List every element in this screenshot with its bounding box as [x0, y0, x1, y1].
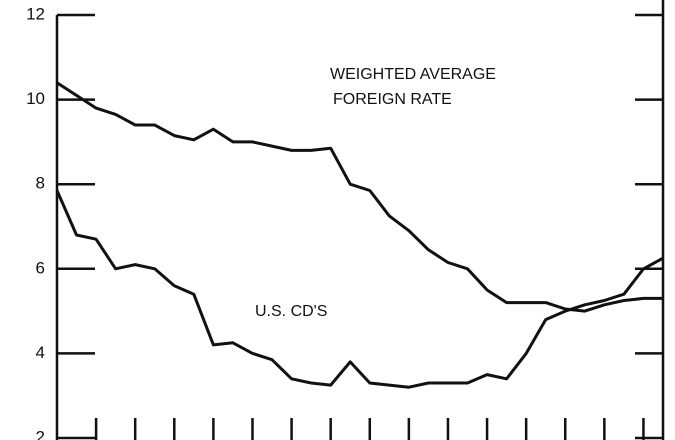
- y-tick-label: 8: [36, 174, 45, 193]
- series-line: [55, 189, 664, 389]
- y-tick-label: 4: [36, 343, 45, 362]
- series-line: [56, 81, 663, 313]
- annotation: FOREIGN RATE: [333, 91, 452, 108]
- y-tick-label: 6: [36, 258, 45, 277]
- annotation: WEIGHTED AVERAGE: [330, 66, 496, 83]
- y-tick-label: 12: [26, 4, 45, 23]
- y-tick-label: 2: [36, 427, 45, 440]
- y-tick-label: 10: [26, 89, 45, 108]
- annotation: U.S. CD'S: [255, 303, 327, 320]
